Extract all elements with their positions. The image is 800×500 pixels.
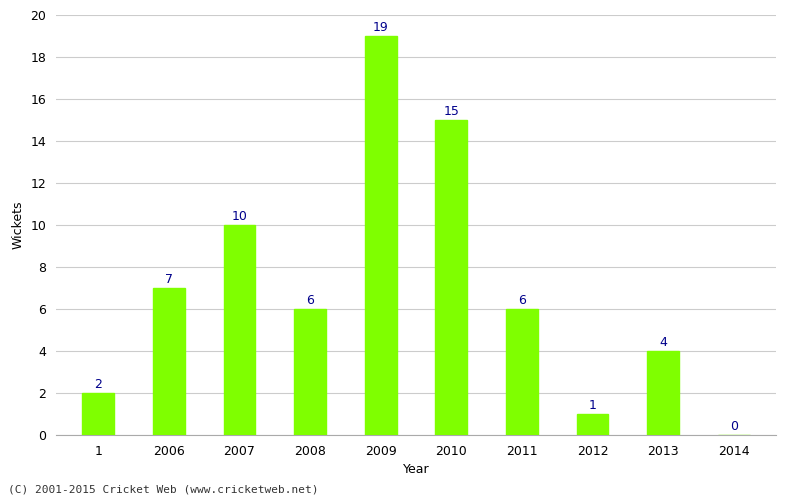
Text: 4: 4 [659,336,667,349]
Bar [647,351,679,435]
Text: (C) 2001-2015 Cricket Web (www.cricketweb.net): (C) 2001-2015 Cricket Web (www.cricketwe… [8,485,318,495]
Bar [435,120,467,435]
Text: 15: 15 [443,105,459,118]
Text: 6: 6 [518,294,526,307]
Text: 2: 2 [94,378,102,391]
Bar [577,414,608,435]
Bar [224,225,255,435]
Text: 19: 19 [373,21,389,34]
Text: 7: 7 [165,273,173,286]
Bar [365,36,397,435]
Bar [82,393,114,435]
Text: 1: 1 [589,399,597,412]
Y-axis label: Wickets: Wickets [12,200,25,249]
Text: 6: 6 [306,294,314,307]
Text: 10: 10 [231,210,247,223]
Bar [153,288,185,435]
X-axis label: Year: Year [402,464,430,476]
Bar [294,309,326,435]
Text: 0: 0 [730,420,738,433]
Bar [506,309,538,435]
